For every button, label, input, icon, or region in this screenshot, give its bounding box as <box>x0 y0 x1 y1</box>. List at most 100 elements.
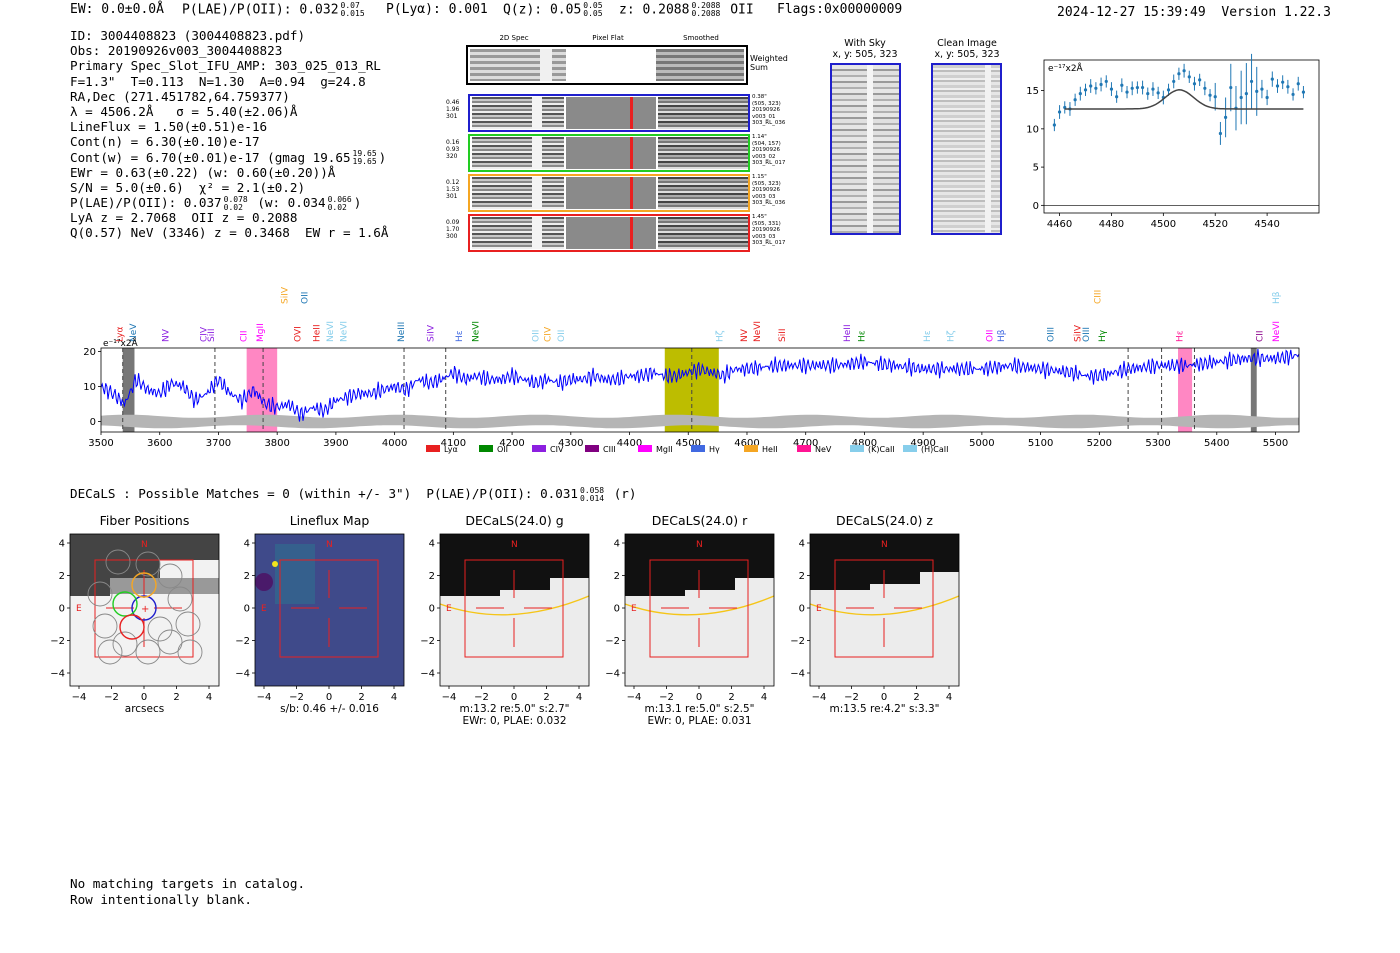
fiber-highlight <box>131 595 157 621</box>
header-plae: P(LAE)/P(OII): 0.032 0.07 0.015 <box>182 1 365 18</box>
full-xtick-label: 4500 <box>676 438 701 449</box>
left-value: 0.09 <box>446 219 460 226</box>
fiber-row-left-label: 0.16 0.93 320 <box>446 139 466 160</box>
search-box <box>464 559 564 658</box>
left-value: 301 <box>446 193 458 200</box>
y-tick-label: −2 <box>790 636 805 647</box>
panel-image: N E 4 2 0 −2 −4 −4 −2 0 2 4 s/b: 0.46 +/- 0.016 <box>235 533 405 715</box>
fiber-circle <box>135 639 161 665</box>
right-value: (505, 331) <box>752 220 781 227</box>
full-marks: 0 10 20 3500 3600 3700 3800 3900 4000 4100 4200 430… <box>83 286 1300 454</box>
panel-frame <box>254 533 405 687</box>
header-flags: Flags:0x00000009 <box>777 2 903 17</box>
image-panel: Fiber Positions + N E 4 2 0 −2 −4 −4 −2 0 2 4 arcsecs <box>50 510 240 730</box>
y-tick-label: −4 <box>790 669 805 680</box>
line-label: SiII <box>778 328 788 342</box>
header-z: z: 0.2088 0.2088 0.2088 OII <box>619 1 754 18</box>
y-tick-label: 2 <box>59 571 65 582</box>
row-line-marker <box>630 217 633 249</box>
lineflux-peak <box>272 561 278 567</box>
full-frame <box>100 347 1300 433</box>
legend-label: CIII <box>603 445 616 454</box>
zoom-point <box>1229 85 1233 90</box>
y-tick-label: 0 <box>244 604 250 615</box>
zoom-point <box>1301 90 1306 94</box>
col-pixflat: Pixel Flat <box>592 34 624 42</box>
fiber-row-cutout <box>468 134 750 172</box>
fiber-cutout-rows: 0.46 1.96 301 0.38" (505, 323) 20190926 v003_0… <box>446 94 796 252</box>
zoom-point <box>1213 95 1217 99</box>
legend-swatch <box>903 445 917 452</box>
panel-image: N E 4 2 0 −2 −4 −4 −2 0 2 4 m:13.5 re:4.2" s:3.3" <box>790 533 960 715</box>
noise-envelope <box>101 414 1299 429</box>
fiber-row-right-label: 1.14" (504, 157) 20190926 v003_02 303_RL_017 <box>752 134 796 167</box>
info-radec: RA,Dec (271.451782,64.759377) <box>70 88 290 104</box>
weighted-smoothed <box>656 49 744 81</box>
x-tick-label: −4 <box>257 692 272 703</box>
panel-xlabel: m:13.5 re:4.2" s:3.3" <box>830 703 940 715</box>
header-timestamp: 2024-12-27 15:39:49 Version 1.22.3 <box>1057 5 1331 20</box>
zoom-point <box>1224 115 1228 119</box>
y-tick-label: 0 <box>429 604 435 615</box>
right-value: 1.15" <box>752 174 767 180</box>
zoom-point <box>1166 88 1171 92</box>
full-xtick-label: 5100 <box>1028 438 1053 449</box>
image-panel: DECaLS(24.0) z N E 4 2 0 −2 −4 −4 −2 0 2 4 m:13.5 re:… <box>790 510 980 730</box>
zoom-emission-chart: e⁻¹⁷x2Å 0 5 10 15 4460 4480 4500 4520 4540 <box>1026 53 1320 230</box>
full-xtick-label: 4900 <box>910 438 935 449</box>
right-value: 303_RL_036 <box>752 200 786 206</box>
row-pixflat <box>566 137 656 169</box>
zoom-xtick-label: 4520 <box>1202 219 1227 230</box>
left-value: 1.53 <box>446 186 460 193</box>
zoom-point <box>1291 92 1295 97</box>
search-box <box>94 559 194 658</box>
fiber-highlight <box>131 572 157 598</box>
zoom-point <box>1083 88 1088 92</box>
zoom-point <box>1140 85 1145 90</box>
row-2dspec <box>472 177 564 209</box>
y-tick-label: 0 <box>614 604 620 615</box>
zoom-point <box>1239 95 1243 100</box>
info-lineflux: LineFlux = 1.50(±0.51)e-16 <box>70 119 268 135</box>
x-tick-label: −4 <box>812 692 827 703</box>
line-label: Hβ <box>1272 291 1282 304</box>
y-tick-label: −4 <box>235 669 250 680</box>
y-tick-label: 2 <box>614 571 620 582</box>
line-label: NeVI <box>472 321 482 342</box>
right-value: 20190926 <box>752 107 780 113</box>
legend-label: CIV <box>550 445 564 454</box>
y-tick-label: 4 <box>244 539 250 550</box>
north-label: N <box>881 540 888 550</box>
x-tick-label: −4 <box>627 692 642 703</box>
full-xtick-label: 4700 <box>793 438 818 449</box>
y-tick-label: −4 <box>605 669 620 680</box>
left-value: 1.70 <box>446 226 460 233</box>
zoom-point <box>1260 87 1264 91</box>
y-tick-label: −2 <box>420 636 435 647</box>
fiber-circle <box>167 586 193 612</box>
clean-image-title: Clean Image x, y: 505, 323 <box>934 38 1000 60</box>
row-slit-gap <box>532 177 542 209</box>
zoom-point <box>1172 79 1176 84</box>
x-tick-label: 0 <box>141 692 147 703</box>
imaging-panels: Fiber Positions + N E 4 2 0 −2 −4 −4 −2 0 2 4 arcsecs L… <box>0 510 1000 730</box>
line-label: SiII <box>207 328 217 342</box>
zoom-fit-line <box>1064 89 1304 110</box>
legend-swatch <box>850 445 864 452</box>
lineflux-blob <box>275 544 315 604</box>
zoom-point <box>1187 75 1191 79</box>
left-value: 0.93 <box>446 146 460 153</box>
zoom-point <box>1255 89 1259 93</box>
full-ytick-label: 20 <box>83 347 96 358</box>
left-value: 0.46 <box>446 99 460 106</box>
north-label: N <box>326 540 333 550</box>
panel-xlabel: s/b: 0.46 +/- 0.016 <box>280 703 379 715</box>
zoom-point <box>1151 87 1155 91</box>
full-ytick-label: 10 <box>83 382 96 393</box>
info-primary: Primary Spec_Slot_IFU_AMP: 303_025_013_R… <box>70 58 381 74</box>
legend-swatch <box>426 445 440 452</box>
line-label: Hε <box>1176 330 1186 342</box>
right-value: 0.38" <box>752 94 767 100</box>
decals-aperture-arc <box>809 595 960 616</box>
x-tick-label: 4 <box>761 692 767 703</box>
